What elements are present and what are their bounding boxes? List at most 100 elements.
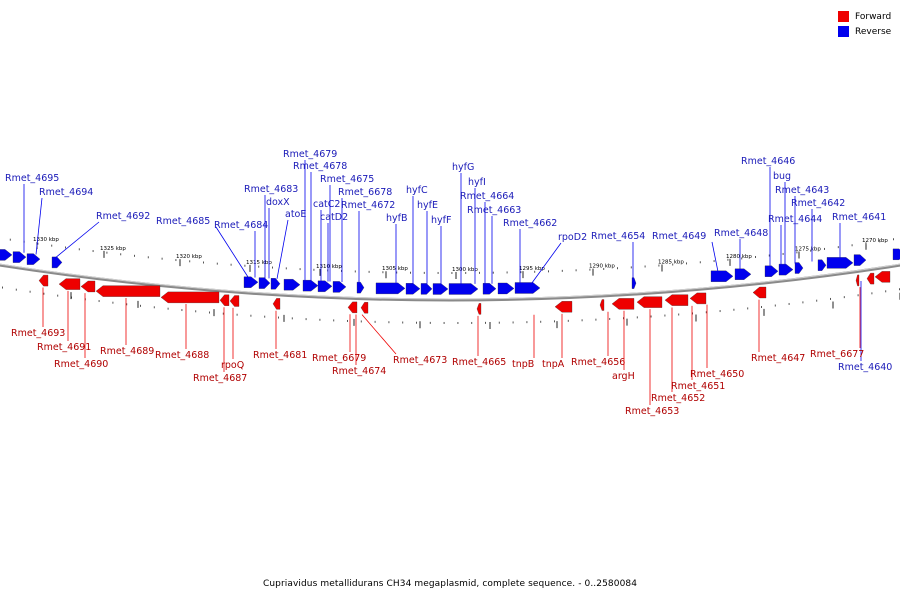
forward-gene-arrow[interactable] (664, 294, 689, 306)
reverse-gene-arrow[interactable] (258, 277, 271, 289)
minor-tick (15, 288, 17, 291)
reverse-gene-arrow[interactable] (270, 278, 281, 290)
forward-gene-arrow[interactable] (611, 298, 635, 310)
reverse-label-leader (55, 221, 100, 258)
legend-forward: Forward (838, 9, 891, 24)
minor-tick (333, 319, 335, 322)
tick-label: 1275 kbp (795, 247, 821, 253)
legend-reverse: Reverse (838, 24, 891, 39)
forward-gene-arrow[interactable] (554, 301, 573, 313)
reverse-gene-arrow[interactable] (631, 277, 637, 289)
reverse-gene-arrow[interactable] (764, 265, 779, 277)
forward-gene-arrow[interactable] (160, 291, 220, 304)
reverse-gene-arrow[interactable] (794, 262, 804, 274)
minor-tick (203, 261, 204, 264)
tick-label: 1305 kbp (382, 266, 408, 272)
minor-tick (244, 264, 246, 267)
reverse-gene-label: Rmet_4692 (96, 211, 150, 222)
reverse-gene-arrow[interactable] (283, 279, 301, 291)
reverse-gene-arrow[interactable] (778, 263, 794, 276)
minor-tick (857, 294, 859, 297)
tick-label: 1295 kbp (519, 266, 545, 272)
reverse-gene-label: hyfI (468, 177, 486, 188)
reverse-gene-arrow[interactable] (51, 256, 63, 269)
tick-label: 1315 kbp (246, 260, 272, 266)
reverse-gene-arrow[interactable] (420, 283, 433, 295)
reverse-gene-label: Rmet_4664 (460, 191, 514, 202)
minor-tick (686, 262, 687, 265)
forward-gene-arrow[interactable] (689, 292, 707, 305)
reverse-gene-arrow[interactable] (332, 281, 347, 293)
forward-gene-arrow[interactable] (38, 274, 49, 287)
minor-tick (236, 313, 238, 316)
reverse-gene-arrow[interactable] (514, 282, 541, 294)
forward-gene-arrow[interactable] (752, 286, 767, 299)
forward-gene-arrow[interactable] (874, 271, 891, 283)
minor-tick (451, 271, 453, 274)
reverse-gene-arrow[interactable] (26, 253, 41, 265)
reverse-gene-arrow[interactable] (817, 259, 827, 271)
minor-tick (465, 271, 467, 274)
minor-tick (78, 248, 80, 251)
forward-gene-label: Rmet_4687 (193, 373, 247, 384)
reverse-gene-arrow[interactable] (356, 281, 365, 294)
minor-tick (705, 311, 707, 314)
minor-tick (140, 304, 141, 307)
reverse-gene-arrow[interactable] (0, 249, 13, 261)
reverse-gene-arrow[interactable] (892, 248, 900, 260)
forward-gene-arrow[interactable] (219, 294, 230, 306)
reverse-gene-label: bug (773, 171, 791, 182)
forward-gene-arrow[interactable] (80, 280, 96, 293)
reverse-gene-arrow[interactable] (826, 257, 854, 269)
forward-gene-arrow[interactable] (636, 296, 663, 308)
reverse-gene-arrow[interactable] (497, 282, 515, 295)
minor-tick (865, 242, 867, 245)
reverse-gene-arrow[interactable] (243, 276, 259, 288)
minor-tick (429, 321, 431, 324)
genome-backbone (0, 263, 900, 302)
minor-tick (581, 319, 583, 322)
minor-tick (222, 312, 224, 315)
reverse-label-leader (531, 242, 562, 284)
reverse-gene-arrow[interactable] (302, 280, 319, 292)
minor-tick (699, 261, 701, 264)
forward-gene-arrow[interactable] (866, 272, 875, 285)
forward-gene-arrow[interactable] (855, 274, 860, 287)
minor-tick (396, 271, 398, 274)
reverse-gene-arrow[interactable] (405, 283, 421, 295)
minor-tick (106, 251, 108, 254)
reverse-gene-label: Rmet_4662 (503, 218, 557, 229)
forward-gene-arrow[interactable] (229, 295, 240, 307)
reverse-gene-arrow[interactable] (734, 268, 752, 280)
tick-label: 1300 kbp (452, 267, 478, 273)
forward-gene-arrow[interactable] (347, 301, 358, 314)
minor-tick (195, 310, 197, 313)
reverse-gene-arrow[interactable] (375, 282, 406, 295)
reverse-gene-arrow[interactable] (853, 254, 867, 266)
minor-tick (354, 270, 356, 273)
forward-gene-label: Rmet_4665 (452, 357, 506, 368)
reverse-gene-arrow[interactable] (710, 270, 734, 282)
minor-tick (112, 301, 114, 304)
forward-gene-arrow[interactable] (360, 302, 369, 314)
reverse-gene-label: Rmet_4679 (283, 149, 337, 160)
minor-tick (416, 321, 417, 324)
minor-tick (410, 271, 411, 274)
forward-gene-arrow[interactable] (476, 303, 482, 315)
reverse-gene-arrow[interactable] (448, 283, 479, 295)
reverse-gene-label: Rmet_4648 (714, 228, 768, 239)
reverse-gene-arrow[interactable] (482, 283, 497, 295)
reverse-gene-arrow[interactable] (317, 280, 333, 292)
forward-gene-arrow[interactable] (95, 285, 161, 297)
minor-tick (272, 266, 273, 269)
tick-label: 1325 kbp (100, 246, 126, 252)
forward-gene-arrow[interactable] (599, 299, 605, 311)
forward-gene-arrow[interactable] (272, 298, 281, 310)
reverse-gene-arrow[interactable] (12, 251, 27, 263)
minor-tick (479, 271, 480, 274)
minor-tick (810, 249, 812, 252)
minor-tick (871, 292, 873, 295)
reverse-gene-arrow[interactable] (432, 283, 449, 295)
minor-tick (719, 310, 721, 313)
forward-gene-arrow[interactable] (58, 278, 81, 290)
